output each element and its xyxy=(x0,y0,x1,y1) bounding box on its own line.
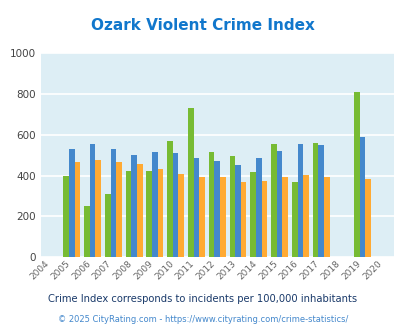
Bar xyxy=(157,169,163,257)
Bar xyxy=(110,149,116,257)
Bar xyxy=(146,172,152,257)
Bar xyxy=(214,161,220,257)
Bar xyxy=(126,172,131,257)
Bar xyxy=(291,182,297,257)
Bar xyxy=(193,158,199,257)
Bar xyxy=(240,182,246,257)
Bar xyxy=(281,177,287,257)
Bar xyxy=(116,162,121,257)
Bar xyxy=(90,144,95,257)
Bar xyxy=(63,176,69,257)
Bar xyxy=(250,173,255,257)
Bar xyxy=(303,175,308,257)
Bar xyxy=(199,177,205,257)
Bar xyxy=(104,194,110,257)
Bar xyxy=(229,156,234,257)
Text: Ozark Violent Crime Index: Ozark Violent Crime Index xyxy=(91,18,314,33)
Bar xyxy=(75,162,80,257)
Legend: Ozark, Arkansas, National: Ozark, Arkansas, National xyxy=(92,327,341,330)
Bar xyxy=(318,145,323,257)
Bar xyxy=(354,92,359,257)
Bar xyxy=(208,152,214,257)
Text: © 2025 CityRating.com - https://www.cityrating.com/crime-statistics/: © 2025 CityRating.com - https://www.city… xyxy=(58,315,347,324)
Bar xyxy=(276,151,281,257)
Bar xyxy=(152,152,157,257)
Bar xyxy=(359,137,364,257)
Bar xyxy=(312,143,318,257)
Bar xyxy=(188,108,193,257)
Bar xyxy=(261,181,266,257)
Text: Crime Index corresponds to incidents per 100,000 inhabitants: Crime Index corresponds to incidents per… xyxy=(48,294,357,304)
Bar xyxy=(131,155,136,257)
Bar xyxy=(297,144,303,257)
Bar xyxy=(323,177,329,257)
Bar xyxy=(69,149,75,257)
Bar xyxy=(255,158,261,257)
Bar xyxy=(95,160,101,257)
Bar xyxy=(178,174,183,257)
Bar xyxy=(234,165,240,257)
Bar xyxy=(167,141,173,257)
Bar xyxy=(271,144,276,257)
Bar xyxy=(173,153,178,257)
Bar xyxy=(136,164,142,257)
Bar xyxy=(220,177,225,257)
Bar xyxy=(364,179,370,257)
Bar xyxy=(84,206,90,257)
